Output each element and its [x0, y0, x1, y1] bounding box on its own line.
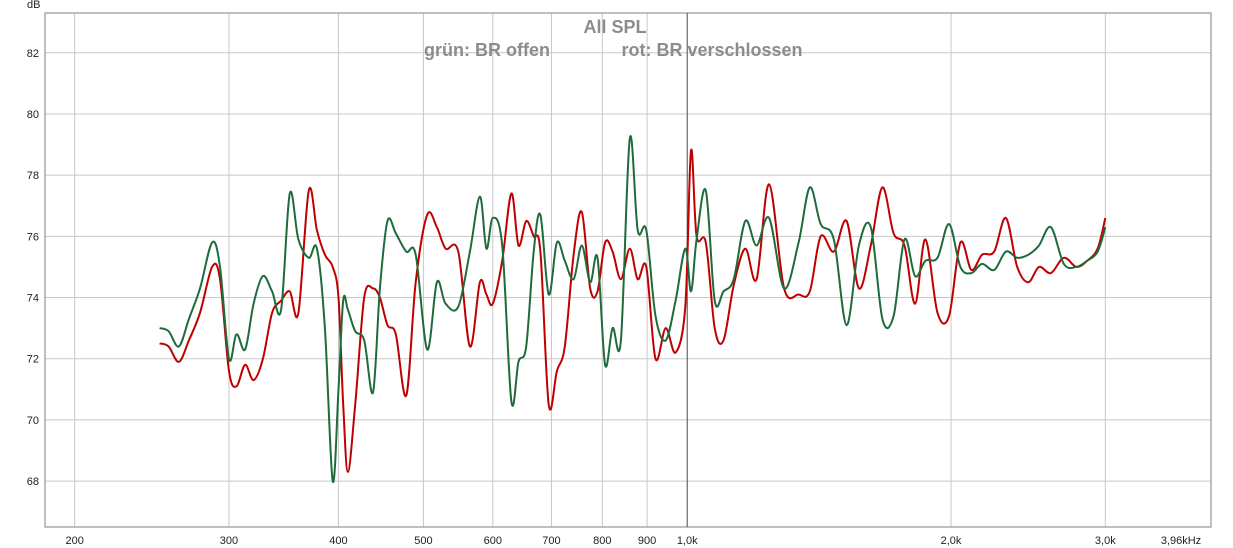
x-tick-label: 1,0k [677, 535, 698, 547]
x-tick-label: 800 [593, 535, 611, 547]
x-tick-label: 900 [638, 535, 656, 547]
y-axis-ticks: 68 70 72 74 76 78 80 82 [27, 48, 39, 488]
x-tick-label: 3,0k [1095, 535, 1116, 547]
series-line-green [159, 135, 1107, 483]
subtitle-green: grün: BR offen [424, 40, 550, 60]
y-tick-label: 80 [27, 109, 39, 121]
x-axis-ticks: 200 300 400 500 600 700 800 900 1,0k 2,0k 3,0k 3,96… [65, 535, 1201, 547]
x-tick-label: 200 [65, 535, 83, 547]
series-line-red [159, 148, 1107, 473]
plot-frame [44, 12, 1212, 528]
y-tick-label: 68 [27, 476, 39, 488]
chart-title: All SPL [583, 17, 646, 37]
y-tick-label: 72 [27, 354, 39, 366]
x-tick-label: 600 [484, 535, 502, 547]
subtitle-red: rot: BR verschlossen [621, 40, 802, 60]
y-tick-label: 82 [27, 48, 39, 60]
y-axis-label: dB [27, 0, 40, 11]
x-tick-label: 3,96kHz [1161, 535, 1201, 547]
y-tick-label: 70 [27, 415, 39, 427]
y-tick-label: 74 [27, 293, 39, 305]
x-tick-label: 500 [414, 535, 432, 547]
series-group [159, 135, 1107, 483]
x-tick-label: 300 [220, 535, 238, 547]
x-tick-label: 700 [542, 535, 560, 547]
x-tick-label: 400 [329, 535, 347, 547]
y-tick-label: 78 [27, 170, 39, 182]
y-tick-label: 76 [27, 231, 39, 243]
x-tick-label: 2,0k [941, 535, 962, 547]
